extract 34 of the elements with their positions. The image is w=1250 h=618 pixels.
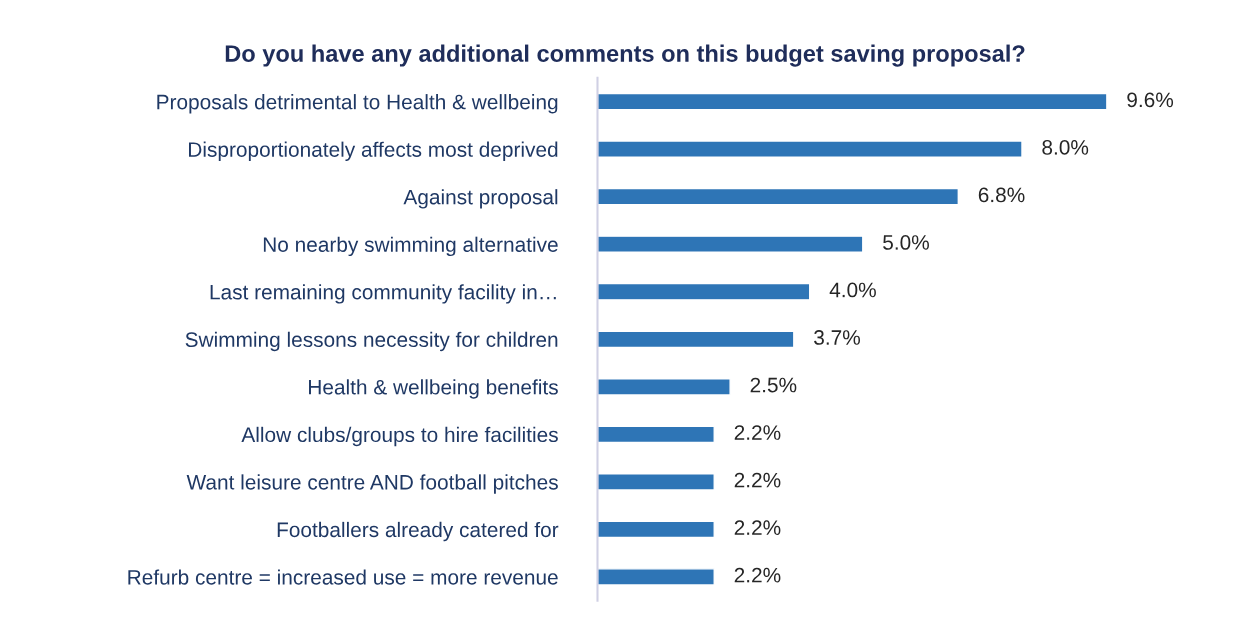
- data-label: 4.0%: [829, 282, 876, 298]
- data-label: 2.2%: [734, 425, 781, 440]
- bar: [597, 187, 960, 206]
- y-tick-label: No nearby swimming alternative: [263, 236, 558, 257]
- bar: [597, 568, 715, 586]
- bar: [597, 378, 731, 396]
- y-tick-label: Footballers already catered for: [277, 521, 559, 542]
- bar: [597, 235, 864, 253]
- bar: [597, 92, 1108, 111]
- y-tick-label: Proposals detrimental to Health & wellbeing: [157, 94, 558, 114]
- y-tick-label: Against proposal: [403, 189, 558, 209]
- data-label: 2.2%: [734, 520, 781, 535]
- bar: [597, 140, 1023, 158]
- bar: [597, 282, 811, 301]
- bar: [597, 425, 715, 444]
- y-tick-label: Last remaining community facility in…: [210, 284, 556, 304]
- data-label: 3.7%: [814, 330, 861, 345]
- y-tick-label: Health & wellbeing benefits: [309, 379, 558, 399]
- y-tick-label: Refurb centre = increased use = more revenue: [128, 569, 558, 585]
- data-label: 2.5%: [750, 377, 797, 393]
- data-label: 2.2%: [734, 472, 781, 488]
- y-tick-label: Allow clubs/groups to hire facilities: [241, 426, 558, 447]
- data-label: 2.2%: [734, 567, 781, 583]
- data-label: 6.8%: [978, 187, 1025, 203]
- y-tick-label: Disproportionately affects most deprived: [189, 141, 558, 162]
- data-label: 9.6%: [1127, 92, 1174, 108]
- y-tick-label: Swimming lessons necessity for children: [185, 331, 558, 352]
- y-tick-label: Want leisure centre AND football pitches: [186, 474, 558, 494]
- chart-title: Do you have any additional comments on this budget saving proposal?: [225, 44, 1025, 67]
- data-label: 8.0%: [1042, 140, 1089, 155]
- bar: [597, 520, 715, 539]
- bar: [597, 473, 715, 491]
- bar: [597, 330, 795, 349]
- data-label: 5.0%: [883, 235, 929, 250]
